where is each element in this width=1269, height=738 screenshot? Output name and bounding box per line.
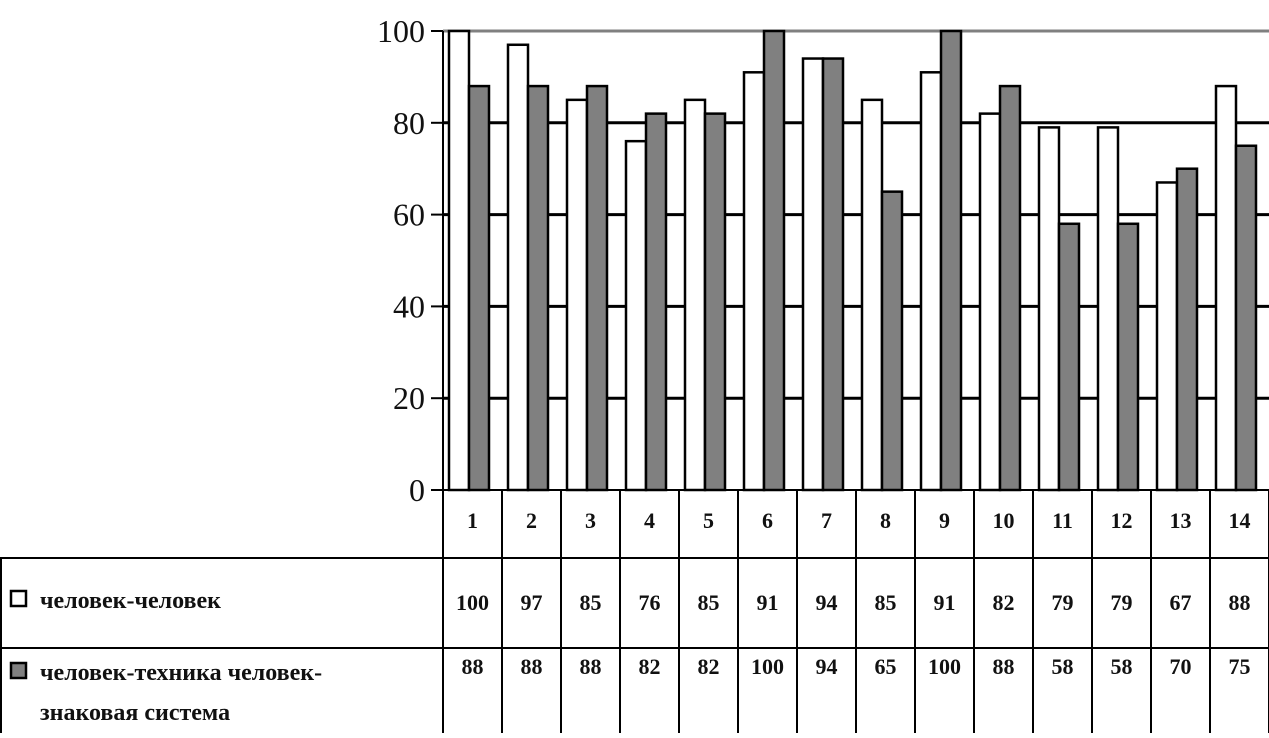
x-tick-label: 14 (1229, 508, 1251, 533)
legend-key-series-1 (9, 589, 28, 608)
legend-key-series-2 (9, 661, 28, 680)
data-label-series-2: 58 (1111, 654, 1133, 679)
data-label-series-2: 70 (1170, 654, 1192, 679)
data-label-series-1: 79 (1111, 590, 1133, 615)
data-label-series-1: 85 (875, 590, 897, 615)
bar-series-2 (467, 84, 491, 492)
bar-series-1 (624, 139, 648, 492)
bar-series-2 (1175, 167, 1199, 492)
y-tick-label: 40 (393, 288, 425, 324)
bar-series-2 (585, 84, 609, 492)
axes (431, 30, 444, 491)
data-label-series-2: 100 (928, 654, 961, 679)
data-label-series-2: 65 (875, 654, 897, 679)
x-tick-label: 4 (644, 508, 655, 533)
data-label-series-2: 82 (698, 654, 720, 679)
x-tick-label: 7 (821, 508, 832, 533)
x-tick-label: 6 (762, 508, 773, 533)
x-tick-label: 9 (939, 508, 950, 533)
data-label-series-2: 88 (580, 654, 602, 679)
data-label-series-2: 88 (521, 654, 543, 679)
y-tick-labels: 0 20 40 60 80 100 (377, 13, 425, 508)
bar-series-1 (683, 98, 707, 492)
bar-series-2 (703, 112, 727, 492)
bar-series-1 (742, 71, 766, 492)
bar-series-2 (939, 29, 963, 492)
x-tick-label: 10 (993, 508, 1015, 533)
bar-series-2 (880, 190, 904, 492)
data-label-series-2: 94 (816, 654, 838, 679)
data-label-series-2: 82 (639, 654, 661, 679)
bar-series-1 (565, 98, 589, 492)
data-label-series-2: 88 (462, 654, 484, 679)
data-label-series-2: 100 (751, 654, 784, 679)
x-tick-label: 11 (1052, 508, 1073, 533)
data-label-series-1: 91 (934, 590, 956, 615)
bar-series-1 (1096, 126, 1120, 492)
bar-series-2 (1234, 144, 1258, 492)
data-label-series-1: 88 (1229, 590, 1251, 615)
data-label-series-2: 75 (1229, 654, 1251, 679)
data-label-series-2: 58 (1052, 654, 1074, 679)
data-label-series-2: 88 (993, 654, 1015, 679)
bar-series-1 (1155, 181, 1179, 492)
y-tick-label: 60 (393, 197, 425, 233)
y-tick-label: 80 (393, 105, 425, 141)
bar-series-2 (762, 29, 786, 492)
bar-series-1 (801, 57, 825, 492)
y-tick-label: 0 (409, 472, 425, 508)
bar-series-2 (1116, 222, 1140, 492)
x-tick-label: 13 (1170, 508, 1192, 533)
bar-series-2 (644, 112, 668, 492)
x-tick-label: 8 (880, 508, 891, 533)
data-label-series-1: 82 (993, 590, 1015, 615)
x-tick-label: 1 (467, 508, 478, 533)
legend-label-series-2-line-1: человек-техника человек- (40, 660, 322, 686)
bar-series-1 (919, 71, 943, 492)
bar-series-2 (526, 84, 550, 492)
legend-label-series-2-line-2: знаковая система (40, 700, 230, 726)
data-label-series-1: 94 (816, 590, 838, 615)
bar-series-1 (978, 112, 1002, 492)
x-tick-label: 2 (526, 508, 537, 533)
data-table: 1100882978838588476825858269110079494885… (0, 489, 1269, 733)
legend-label-series-1: человек-человек (40, 588, 221, 614)
bars (447, 29, 1258, 492)
x-tick-label: 12 (1111, 508, 1133, 533)
bar-series-1 (447, 29, 471, 492)
bar-series-1 (860, 98, 884, 492)
data-label-series-1: 67 (1170, 590, 1192, 615)
data-label-series-1: 85 (580, 590, 602, 615)
data-label-series-1: 97 (521, 590, 543, 615)
x-tick-label: 5 (703, 508, 714, 533)
x-tick-label: 3 (585, 508, 596, 533)
bar-series-2 (998, 84, 1022, 492)
bar-series-2 (1057, 222, 1081, 492)
bar-series-1 (1214, 84, 1238, 492)
y-tick-label: 20 (393, 380, 425, 416)
y-tick-label: 100 (377, 13, 425, 49)
bar-series-1 (506, 43, 530, 492)
data-label-series-1: 85 (698, 590, 720, 615)
data-label-series-1: 91 (757, 590, 779, 615)
data-label-series-1: 79 (1052, 590, 1074, 615)
data-label-series-1: 76 (639, 590, 661, 615)
bar-series-2 (821, 57, 845, 492)
bar-series-1 (1037, 126, 1061, 492)
data-label-series-1: 100 (456, 590, 489, 615)
